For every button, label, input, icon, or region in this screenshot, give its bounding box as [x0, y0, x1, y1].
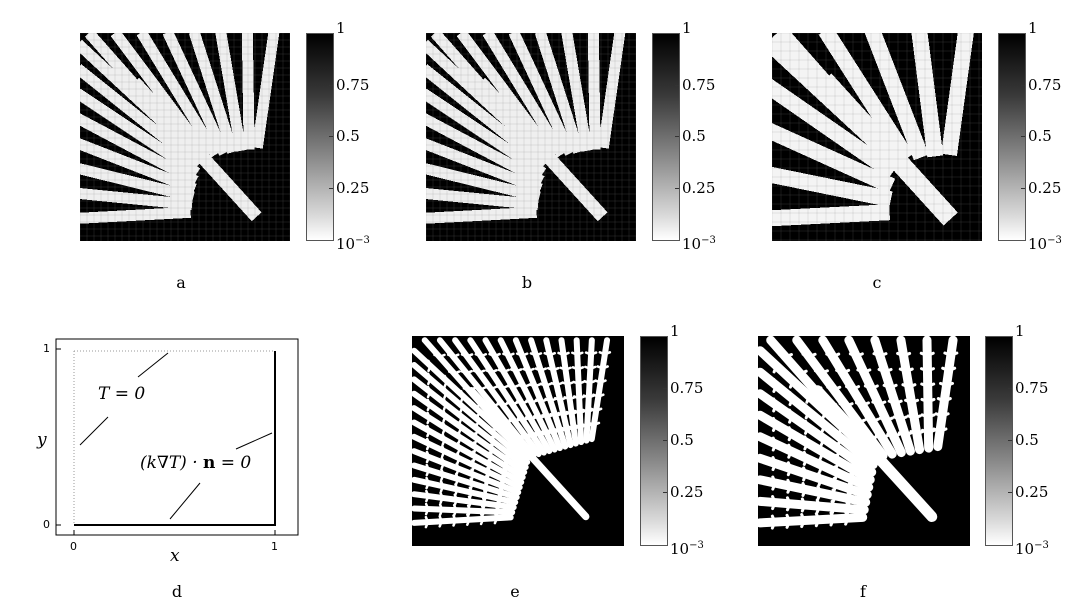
density-map-f — [758, 336, 970, 546]
colorbar-e-tickmark-2 — [663, 440, 667, 441]
colorbar-e-tick-3: 0.25 — [670, 483, 704, 501]
colorbar-a — [306, 33, 334, 241]
colorbar-e-tick-4: 10−3 — [670, 540, 704, 558]
colorbar-b-tick-0: 1 — [682, 19, 692, 37]
colorbar-b-tick-3: 0.25 — [682, 178, 716, 197]
colorbar-c-tick-4: 10−3 — [1028, 235, 1062, 253]
colorbar-e-tick-1: 0.75 — [670, 379, 704, 397]
colorbar-b-tickmark-1 — [675, 84, 679, 86]
caption-d: d — [171, 582, 183, 601]
colorbar-e — [640, 336, 668, 546]
colorbar-f — [985, 336, 1013, 546]
colorbar-a-tick-0: 1 — [336, 19, 346, 37]
x-axis-label: x — [170, 546, 180, 566]
colorbar-a-tick-2: 0.5 — [336, 127, 360, 145]
colorbar-b-tick-4: 10−3 — [682, 235, 716, 253]
colorbar-b-tick-2: 0.5 — [682, 127, 706, 145]
colorbar-f-tick-3: 0.25 — [1015, 483, 1049, 501]
colorbar-c-tick-1: 0.75 — [1028, 75, 1062, 94]
colorbar-f-tick-2: 0.5 — [1015, 431, 1039, 449]
neumann-label: (k∇T) · n = 0 — [140, 453, 252, 473]
domain-diagram — [55, 338, 299, 536]
colorbar-a-tickmark-2 — [329, 136, 333, 137]
colorbar-e-tickmark-1 — [663, 388, 667, 389]
density-map-e — [412, 336, 624, 546]
colorbar-b-tick-1: 0.75 — [682, 75, 716, 94]
colorbar-a-tickmark-3 — [329, 187, 333, 189]
colorbar-a-tick-1: 0.75 — [336, 75, 370, 94]
y-axis-label: y — [37, 430, 47, 450]
caption-e: e — [510, 582, 520, 601]
colorbar-c-tickmark-2 — [1021, 136, 1025, 137]
colorbar-b-tickmark-2 — [675, 136, 679, 137]
colorbar-b — [652, 33, 680, 241]
colorbar-e-tick-0: 1 — [670, 322, 680, 340]
caption-c: c — [872, 273, 882, 292]
caption-a: a — [176, 273, 186, 292]
colorbar-a-tick-4: 10−3 — [336, 235, 370, 253]
density-map-b — [426, 33, 636, 241]
colorbar-f-tickmark-3 — [1008, 492, 1012, 493]
y-tick-0: 0 — [43, 518, 50, 531]
colorbar-c-tick-0: 1 — [1028, 19, 1038, 37]
colorbar-e-tick-2: 0.5 — [670, 431, 694, 449]
colorbar-c-tickmark-1 — [1021, 84, 1025, 86]
colorbar-f-tick-4: 10−3 — [1015, 540, 1049, 558]
colorbar-e-tickmark-3 — [663, 492, 667, 493]
colorbar-c — [998, 33, 1026, 241]
colorbar-a-tickmark-1 — [329, 84, 333, 86]
colorbar-f-tick-0: 1 — [1015, 322, 1025, 340]
density-map-c — [772, 33, 982, 241]
colorbar-a-tick-3: 0.25 — [336, 178, 370, 197]
density-map-a — [80, 33, 290, 241]
dirichlet-label: T = 0 — [98, 384, 146, 404]
caption-f: f — [860, 582, 866, 601]
x-tick-1: 1 — [271, 540, 278, 553]
colorbar-b-tickmark-3 — [675, 187, 679, 189]
colorbar-c-tick-3: 0.25 — [1028, 178, 1062, 197]
colorbar-f-tickmark-2 — [1008, 440, 1012, 441]
x-tick-0: 0 — [70, 540, 77, 553]
colorbar-c-tick-2: 0.5 — [1028, 127, 1052, 145]
colorbar-f-tick-1: 0.75 — [1015, 379, 1049, 397]
y-tick-1: 1 — [43, 342, 50, 355]
colorbar-f-tickmark-1 — [1008, 388, 1012, 389]
colorbar-c-tickmark-3 — [1021, 187, 1025, 189]
caption-b: b — [521, 273, 533, 292]
